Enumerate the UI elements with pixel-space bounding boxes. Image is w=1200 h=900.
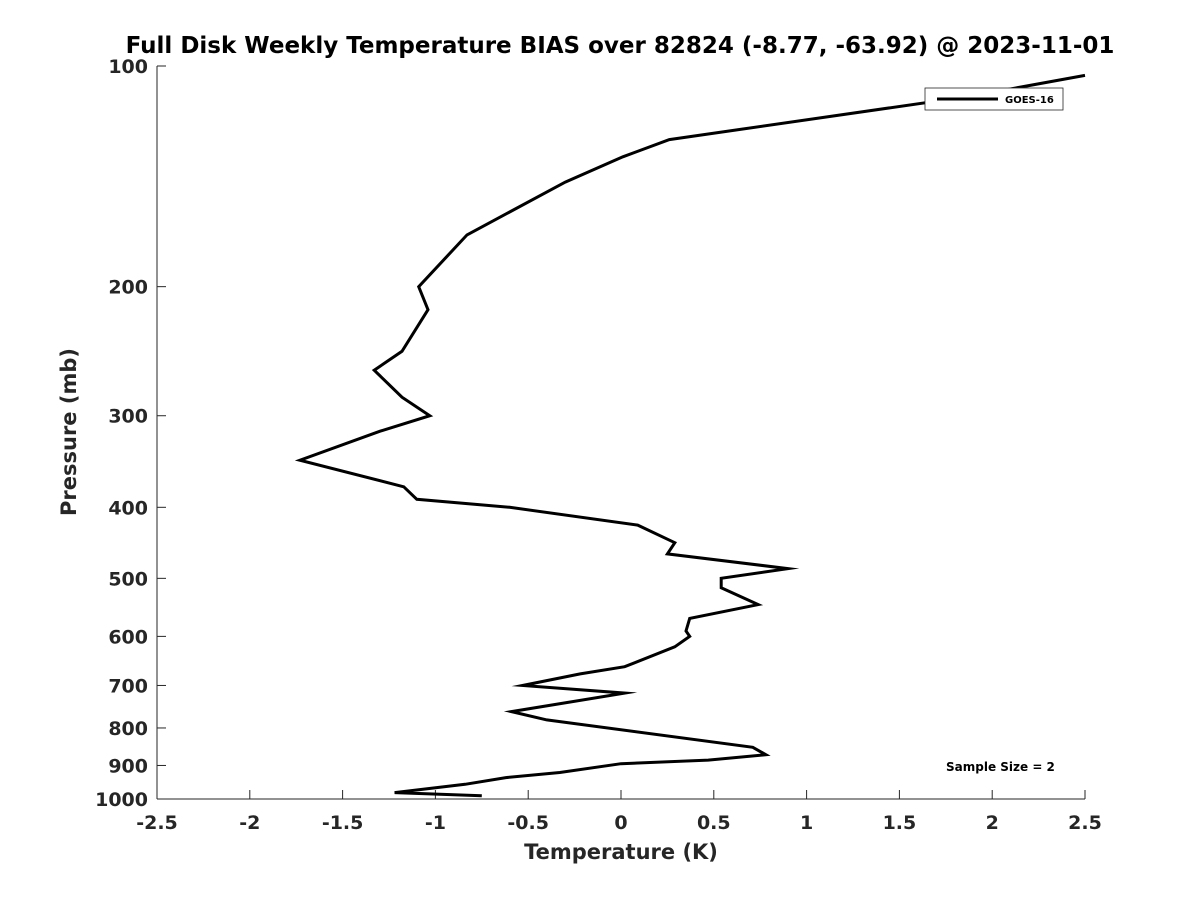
chart-title: Full Disk Weekly Temperature BIAS over 8… — [126, 33, 1115, 59]
x-tick-label: -1.5 — [322, 812, 364, 834]
legend-label-goes-16: GOES-16 — [1005, 95, 1054, 106]
sample-size-annotation: Sample Size = 2 — [946, 760, 1055, 774]
y-tick-label: 800 — [108, 718, 148, 740]
x-tick-label: -2 — [239, 812, 260, 834]
y-axis-label: Pressure (mb) — [57, 348, 81, 516]
x-axis-label: Temperature (K) — [524, 840, 718, 864]
y-tick-label: 200 — [108, 277, 148, 299]
y-tick-label: 600 — [108, 626, 148, 648]
x-tick-label: -0.5 — [507, 812, 549, 834]
y-tick-label: 400 — [108, 497, 148, 519]
y-ticks: 100 200 300 400 500 600 700 800 900 1000 — [95, 56, 166, 811]
x-ticks: -2.5 -2 -1.5 -1 -0.5 0 0.5 1 1.5 2 2.5 — [136, 790, 1102, 834]
series-line-goes-16 — [294, 73, 1086, 798]
plot-area — [157, 66, 1085, 799]
x-tick-label: 2 — [986, 812, 999, 834]
x-tick-label: -2.5 — [136, 812, 178, 834]
y-tick-label: 1000 — [95, 789, 148, 811]
y-tick-label: 100 — [108, 56, 148, 78]
y-tick-label: 500 — [108, 568, 148, 590]
x-tick-label: 1.5 — [883, 812, 917, 834]
y-tick-label: 900 — [108, 755, 148, 777]
legend: GOES-16 — [924, 87, 1064, 111]
y-tick-label: 300 — [108, 406, 148, 428]
y-tick-label: 700 — [108, 675, 148, 697]
x-tick-label: -1 — [425, 812, 446, 834]
x-tick-label: 0.5 — [697, 812, 731, 834]
x-tick-label: 2.5 — [1068, 812, 1102, 834]
x-tick-label: 0 — [614, 812, 627, 834]
series-layer — [294, 73, 1086, 798]
x-tick-label: 1 — [800, 812, 813, 834]
